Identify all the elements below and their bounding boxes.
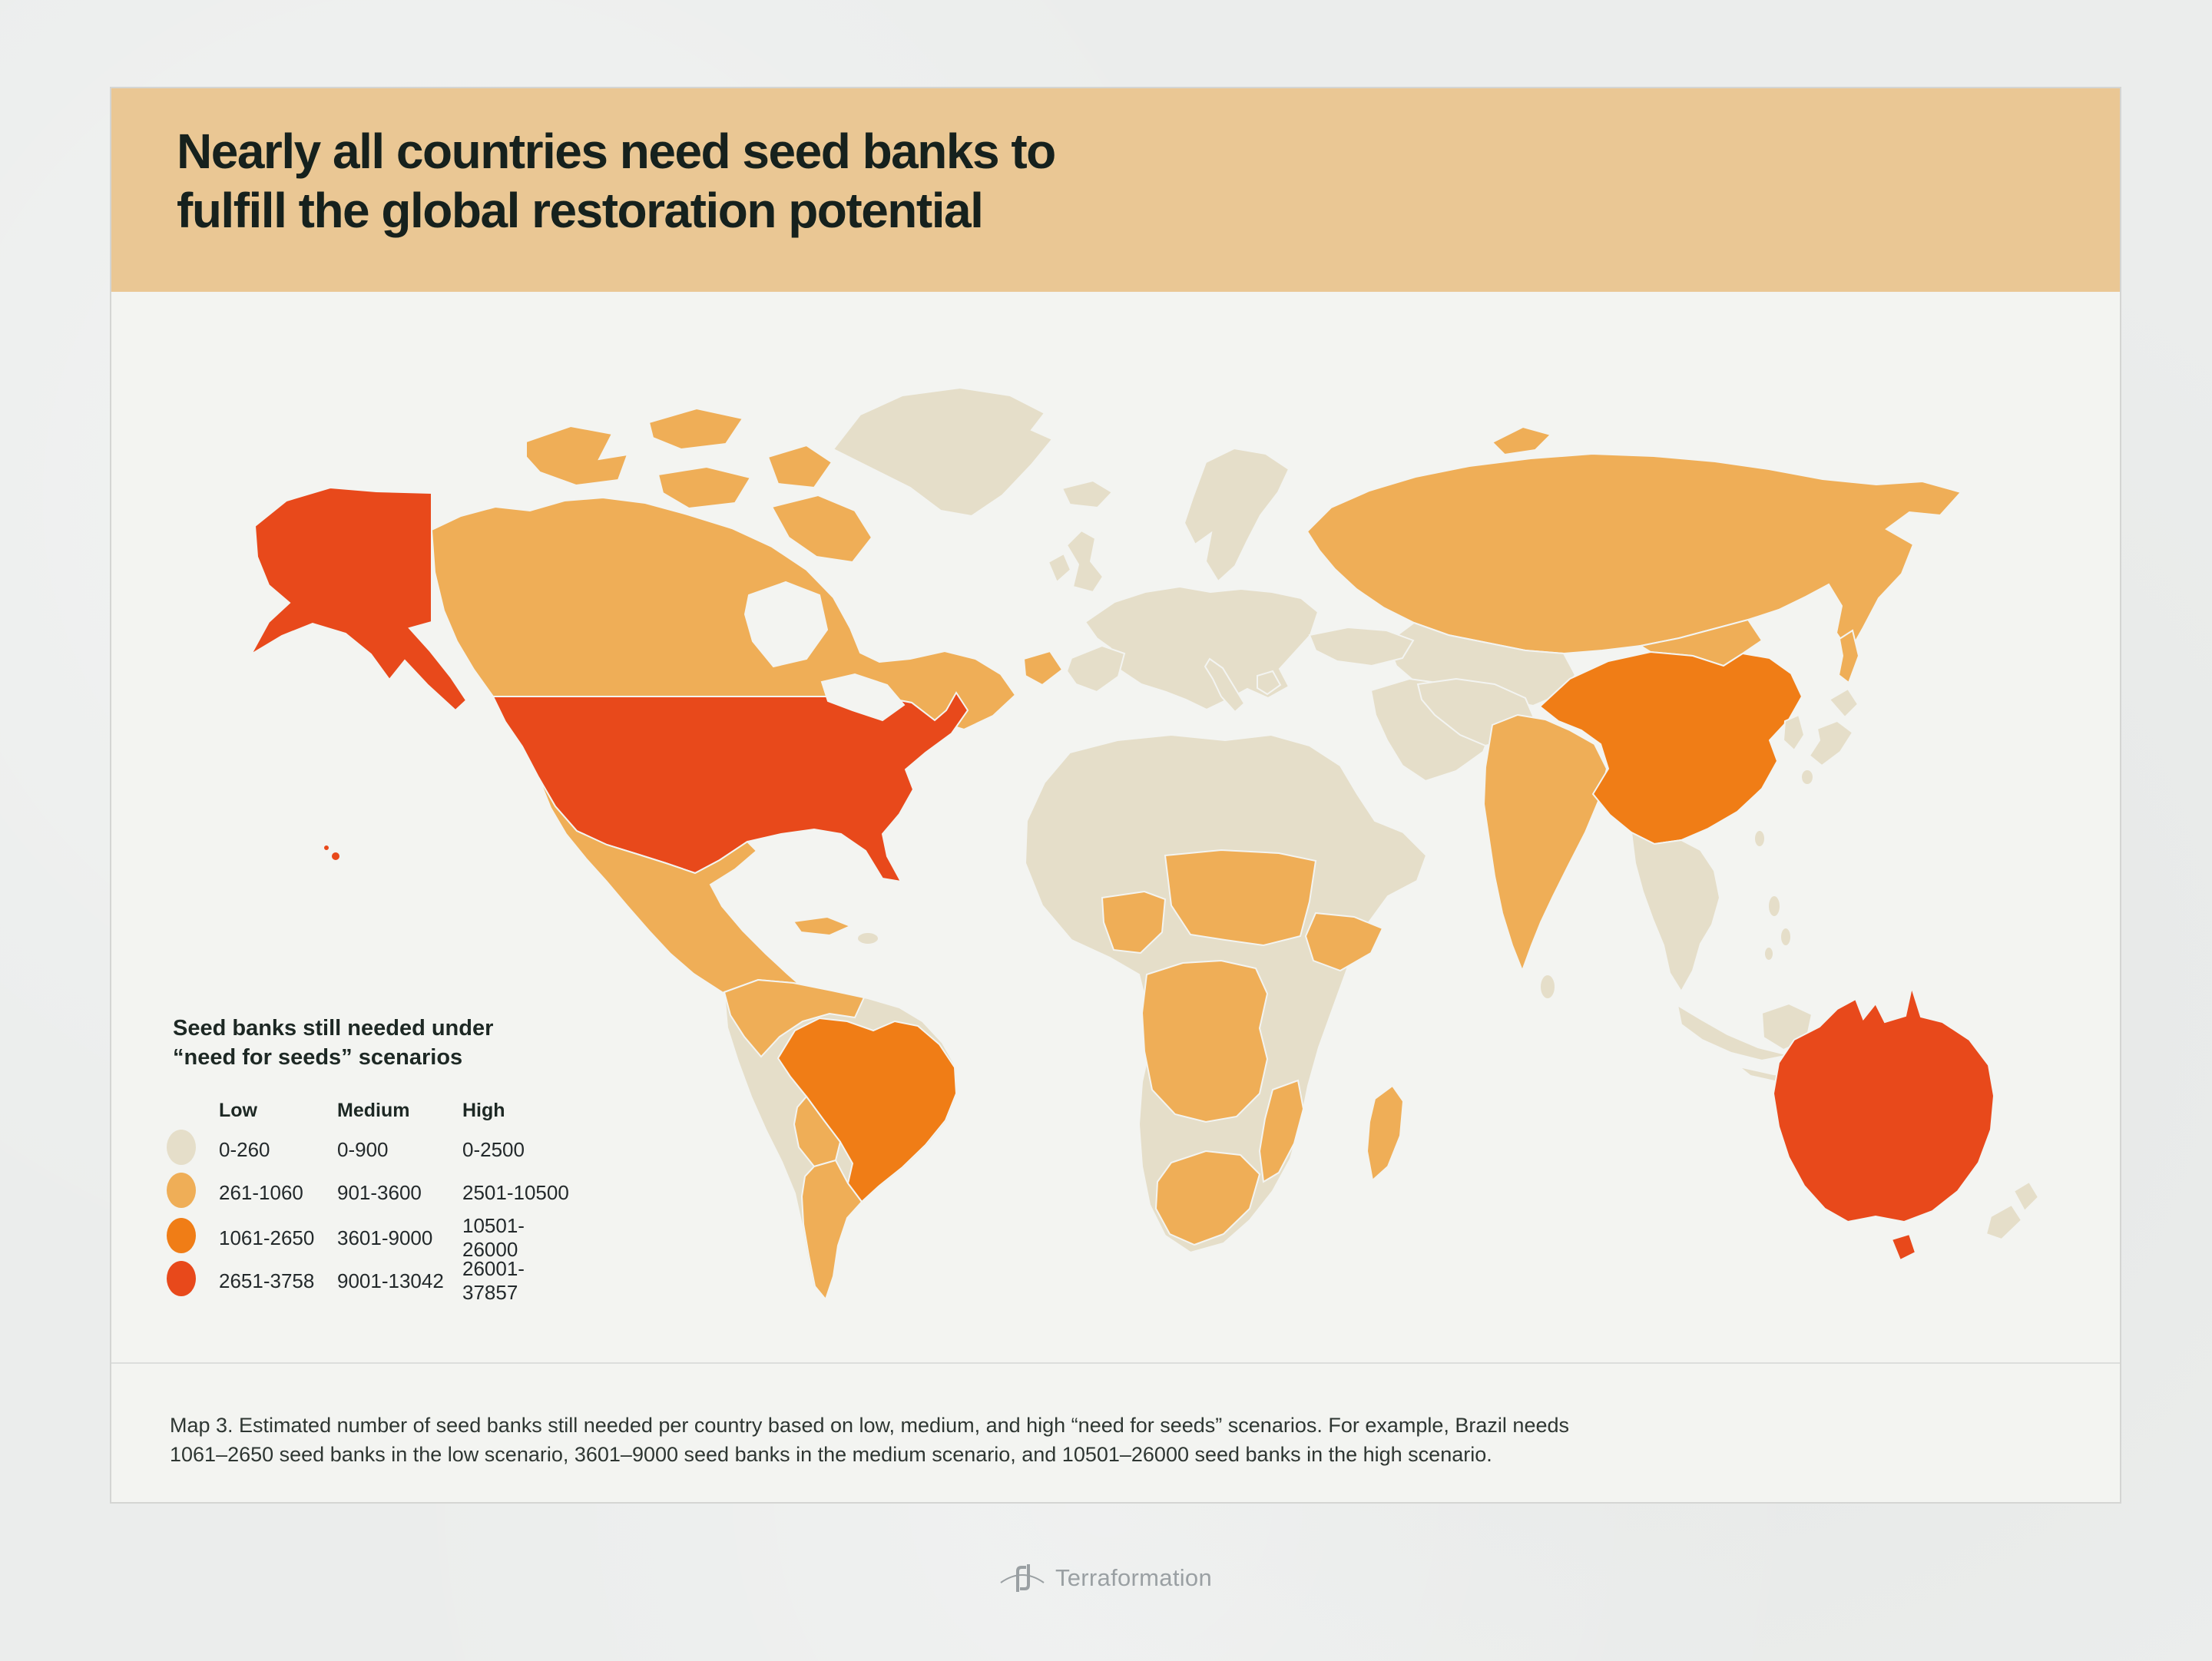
legend-title-line2: “need for seeds” scenarios — [173, 1045, 463, 1070]
country-canada-mainland — [430, 496, 1017, 731]
legend-value: 9001-13042 — [337, 1269, 444, 1292]
country-mexico — [538, 776, 808, 1009]
legend-title-line1: Seed banks still needed under — [173, 1016, 494, 1041]
country-australia — [1772, 984, 1995, 1223]
legend-swatch-column-spacer — [167, 1100, 219, 1122]
map-caption-line1: Map 3. Estimated number of seed banks st… — [170, 1414, 1569, 1437]
state-alaska — [249, 486, 468, 712]
country-italy — [1204, 657, 1246, 713]
island-philippines-3 — [1763, 946, 1774, 961]
legend-value: 0-260 — [219, 1137, 270, 1161]
legend-swatch-band2 — [167, 1172, 196, 1208]
country-greenland — [832, 386, 1054, 518]
canada-arctic-island-4 — [767, 444, 833, 489]
region-southeast-asia — [1630, 831, 1721, 993]
brand-wordmark: Terraformation — [1055, 1564, 1213, 1591]
country-russia — [1306, 452, 1962, 655]
canada-baffin-island — [770, 494, 873, 564]
country-iceland — [1061, 479, 1114, 509]
legend-value: 261-1060 — [219, 1180, 303, 1204]
island-philippines-1 — [1767, 895, 1781, 918]
country-cuba — [792, 915, 853, 937]
country-madagascar — [1366, 1084, 1405, 1182]
legend-value: 1061-2650 — [219, 1226, 315, 1249]
legend-value: 2651-3758 — [219, 1269, 315, 1292]
island-sumatra — [1676, 1003, 1790, 1062]
region-colombia-venezuela — [723, 978, 866, 1058]
legend-swatch-band3 — [167, 1217, 196, 1253]
country-mozambique — [1258, 1079, 1305, 1183]
country-turkey — [1308, 626, 1415, 667]
country-greece — [1257, 670, 1282, 696]
island-kyushu — [1800, 769, 1814, 786]
country-united-kingdom — [1065, 529, 1104, 594]
state-hawaii-dot1 — [323, 844, 330, 852]
footer-brand: Terraformation — [0, 1551, 2212, 1605]
legend-rows: 0-260 0-900 0-2500 261-1060 901-3600 250… — [167, 1128, 666, 1304]
country-new-zealand-south — [1985, 1203, 2023, 1241]
canada-arctic-island-3 — [657, 465, 752, 510]
map-caption: Map 3. Estimated number of seed banks st… — [170, 1411, 2013, 1469]
island-tasmania — [1890, 1233, 1917, 1262]
water-great-lakes — [820, 673, 906, 722]
country-china — [1538, 650, 1803, 845]
island-taiwan — [1753, 829, 1766, 848]
legend-value: 26001-37857 — [462, 1257, 525, 1304]
legend-value: 3601-9000 — [337, 1226, 433, 1249]
region-iberia — [1065, 644, 1126, 693]
island-honshu — [1808, 720, 1854, 767]
map-caption-line2: 1061–2650 seed banks in the low scenario… — [170, 1443, 1492, 1466]
country-south-africa — [1154, 1150, 1261, 1246]
island-sakhalin — [1837, 629, 1860, 684]
terraformation-logo-icon — [1000, 1564, 1045, 1592]
country-ethiopia — [1304, 912, 1384, 972]
legend-column-low: Low — [219, 1100, 257, 1121]
legend-title: Seed banks still needed under “need for … — [167, 1014, 666, 1072]
state-hawaii-dot2 — [330, 851, 341, 862]
country-sri-lanka — [1539, 974, 1556, 1000]
island-philippines-2 — [1780, 927, 1792, 947]
title-banner: Nearly all countries need seed banks to … — [111, 88, 2120, 292]
legend-row-band2: 261-1060 901-3600 2501-10500 — [167, 1171, 666, 1214]
legend-swatch-band4 — [167, 1260, 196, 1296]
country-ireland — [1047, 552, 1072, 584]
map-legend: Seed banks still needed under “need for … — [167, 1014, 666, 1304]
legend-row-band3: 1061-2650 3601-9000 10501-26000 — [167, 1214, 666, 1261]
region-scandinavia — [1183, 447, 1290, 583]
world-choropleth-map — [249, 386, 2040, 1302]
legend-swatch-band1 — [167, 1129, 196, 1165]
card-divider — [111, 1362, 2120, 1364]
canada-arctic-island-1 — [525, 425, 629, 487]
country-nigeria — [1101, 890, 1167, 955]
page-title: Nearly all countries need seed banks to … — [177, 122, 1056, 240]
legend-column-headers: Low Medium High — [167, 1100, 666, 1122]
country-argentina — [800, 1159, 863, 1302]
region-korea — [1782, 713, 1806, 752]
legend-value: 0-2500 — [462, 1137, 525, 1161]
region-congo-angola-zambia — [1141, 959, 1269, 1123]
canada-arctic-island-2 — [647, 407, 744, 451]
page-title-line1: Nearly all countries need seed banks to — [177, 124, 1056, 179]
infographic-card: Nearly all countries need seed banks to … — [110, 87, 2121, 1504]
canada-newfoundland — [1022, 650, 1064, 687]
legend-value: 0-900 — [337, 1137, 389, 1161]
legend-column-high: High — [462, 1100, 505, 1121]
island-hokkaido — [1828, 687, 1859, 719]
legend-row-band1: 0-260 0-900 0-2500 — [167, 1128, 666, 1171]
region-chad-sudan — [1164, 849, 1317, 947]
region-europe-mainland — [1084, 585, 1320, 711]
island-novaya-zemlya — [1491, 425, 1552, 456]
water-hudson-bay — [743, 581, 829, 668]
legend-value: 2501-10500 — [462, 1180, 569, 1204]
legend-value: 901-3600 — [337, 1180, 422, 1204]
country-new-zealand-north — [2012, 1180, 2040, 1213]
legend-column-medium: Medium — [337, 1100, 410, 1121]
country-india — [1482, 713, 1608, 973]
legend-row-band4: 2651-3758 9001-13042 26001-37857 — [167, 1257, 666, 1304]
legend-value: 10501-26000 — [462, 1214, 525, 1261]
page-title-line2: fulfill the global restoration potential — [177, 183, 984, 238]
island-hispaniola — [856, 931, 879, 945]
